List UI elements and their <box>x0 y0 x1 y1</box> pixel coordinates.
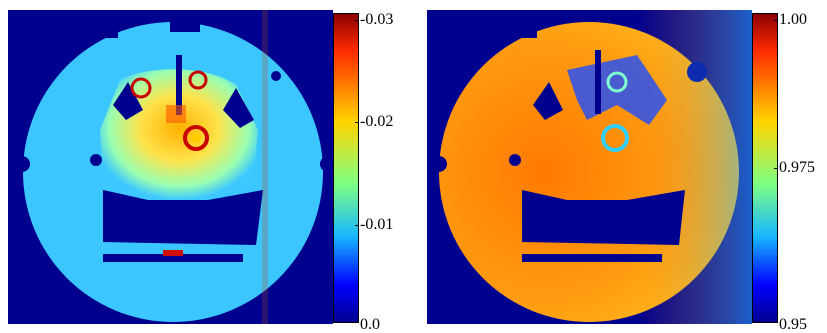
left-lower-cavity <box>103 190 263 245</box>
left-tick-label: -0.01 <box>360 216 394 233</box>
left-tickmark-2 <box>355 122 359 123</box>
right-colorbar-gradient <box>752 13 778 323</box>
left-colorbar <box>333 13 359 323</box>
right-map-image <box>427 10 752 324</box>
right-bottom-strip <box>522 254 662 262</box>
left-tick-label: -0.03 <box>360 11 394 28</box>
left-tick-label: -0.02 <box>360 113 394 130</box>
left-bottom-strip <box>103 254 243 262</box>
right-tick-label: 1.00 <box>779 11 807 28</box>
left-tickmark-3 <box>355 225 359 226</box>
left-colorbar-gradient <box>333 13 359 323</box>
left-tick-label: 0.0 <box>360 316 380 333</box>
right-tick-label: 0.975 <box>779 159 815 176</box>
right-tickmark-1 <box>774 20 778 21</box>
right-tickmark-2 <box>774 168 778 169</box>
right-tick-label: 0.95 <box>779 316 807 333</box>
right-colorbar <box>752 13 778 323</box>
left-map-graphic <box>8 10 333 324</box>
left-tickmark-1 <box>355 20 359 21</box>
right-map-graphic <box>427 10 752 324</box>
left-warm-region <box>100 69 258 201</box>
left-map-image <box>8 10 333 324</box>
right-lower-cavity <box>522 190 685 245</box>
